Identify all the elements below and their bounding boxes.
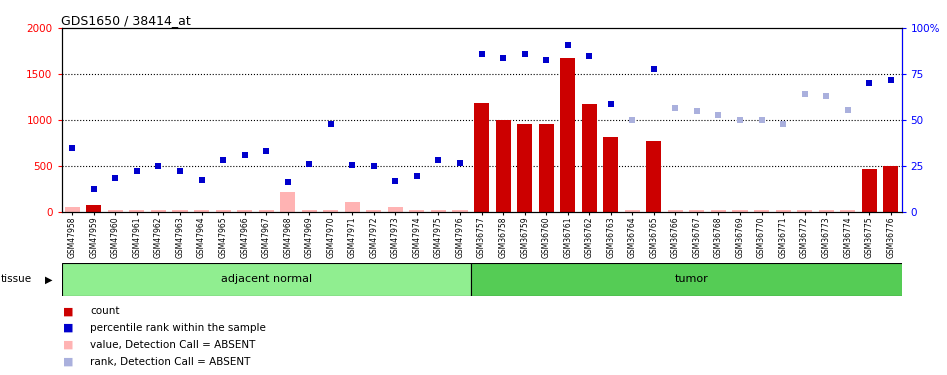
Text: ■: ■ [63, 340, 74, 350]
Bar [302, 210, 317, 212]
Bar [732, 210, 747, 212]
Text: ▶: ▶ [45, 274, 53, 284]
Bar [130, 210, 145, 212]
Bar [345, 202, 360, 212]
Bar [581, 104, 597, 212]
Bar [108, 210, 123, 212]
Bar [216, 210, 231, 212]
Bar [194, 210, 209, 212]
Bar [323, 210, 338, 212]
Bar [474, 104, 489, 212]
Bar [840, 210, 855, 212]
Bar [884, 166, 899, 212]
Bar [62, 262, 471, 296]
Bar [862, 169, 877, 212]
Bar [280, 192, 295, 212]
Bar [151, 210, 166, 212]
Bar [689, 210, 705, 212]
Bar [453, 210, 468, 212]
Bar [711, 210, 726, 212]
Bar [818, 210, 833, 212]
Bar [259, 210, 274, 212]
Bar [539, 124, 554, 212]
Bar [797, 210, 813, 212]
Bar [409, 210, 424, 212]
Bar [86, 206, 101, 212]
Text: tumor: tumor [674, 274, 708, 284]
Bar [646, 141, 661, 212]
Text: count: count [90, 306, 119, 316]
Text: adjacent normal: adjacent normal [221, 274, 312, 284]
Bar [471, 262, 912, 296]
Bar [776, 210, 791, 212]
Bar [668, 210, 683, 212]
Bar [431, 210, 446, 212]
Text: GDS1650 / 38414_at: GDS1650 / 38414_at [61, 14, 190, 27]
Text: ■: ■ [63, 357, 74, 367]
Text: tissue: tissue [1, 274, 32, 284]
Bar [603, 136, 618, 212]
Text: value, Detection Call = ABSENT: value, Detection Call = ABSENT [90, 340, 256, 350]
Bar [64, 207, 80, 212]
Bar [625, 210, 640, 212]
Bar [495, 120, 510, 212]
Bar [388, 207, 402, 212]
Text: ■: ■ [63, 306, 74, 316]
Text: ■: ■ [63, 323, 74, 333]
Bar [754, 210, 769, 212]
Bar [517, 124, 532, 212]
Bar [237, 210, 252, 212]
Bar [366, 210, 382, 212]
Text: rank, Detection Call = ABSENT: rank, Detection Call = ABSENT [90, 357, 250, 367]
Bar [172, 210, 188, 212]
Bar [561, 57, 575, 212]
Text: percentile rank within the sample: percentile rank within the sample [90, 323, 266, 333]
